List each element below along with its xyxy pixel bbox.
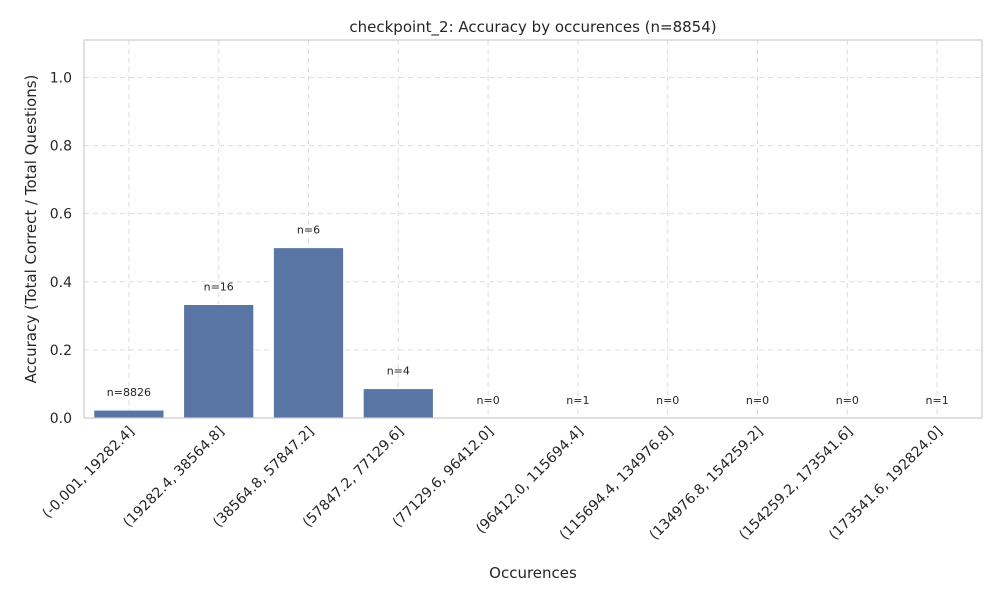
chart-title: checkpoint_2: Accuracy by occurences (n=… — [349, 18, 716, 37]
y-tick-label: 0.8 — [50, 139, 72, 155]
x-axis-label: Occurences — [489, 564, 577, 582]
plot-frame — [83, 39, 983, 419]
y-tick-label: 1.0 — [50, 70, 72, 86]
x-tick-label: (-0.001, 19282.4] — [40, 424, 138, 522]
bar — [362, 388, 434, 419]
x-tick-label: (19282.4, 38564.8] — [120, 424, 227, 531]
bar — [93, 409, 165, 419]
bar-count-label: n=4 — [387, 365, 410, 378]
bar-count-label: n=0 — [477, 394, 500, 407]
bar-count-label: n=8826 — [107, 386, 151, 399]
bar-label-layer: n=8826 n=16 n=6 n=4 n=0 n=1 n=0 n=0 n=0 n=1 — [107, 224, 949, 407]
bar-count-label: n=6 — [297, 224, 320, 237]
bar-count-label: n=0 — [746, 394, 769, 407]
y-tick-label: 0.0 — [50, 411, 72, 427]
bar — [183, 304, 255, 419]
x-tick-layer: (-0.001, 19282.4](19282.4, 38564.8](3856… — [40, 424, 946, 544]
y-tick-label: 0.2 — [50, 343, 72, 359]
bar-layer — [93, 247, 434, 419]
x-tick-label: (57847.2, 77129.6] — [300, 424, 407, 531]
bar-count-label: n=16 — [204, 281, 234, 294]
bar-count-label: n=0 — [656, 394, 679, 407]
y-tick-label: 0.6 — [50, 207, 72, 223]
y-axis-label: Accuracy (Total Correct / Total Question… — [22, 75, 40, 384]
bar-count-label: n=1 — [566, 394, 589, 407]
bar — [273, 247, 344, 419]
x-tick-label: (38564.8, 57847.2] — [210, 424, 317, 531]
y-tick-label: 0.4 — [50, 275, 72, 291]
x-tick-label: (77129.6, 96412.0] — [390, 424, 497, 531]
bar-count-label: n=0 — [836, 394, 859, 407]
y-tick-layer: 0.0 0.2 0.4 0.6 0.8 1.0 — [50, 70, 72, 427]
bar-count-label: n=1 — [926, 394, 949, 407]
